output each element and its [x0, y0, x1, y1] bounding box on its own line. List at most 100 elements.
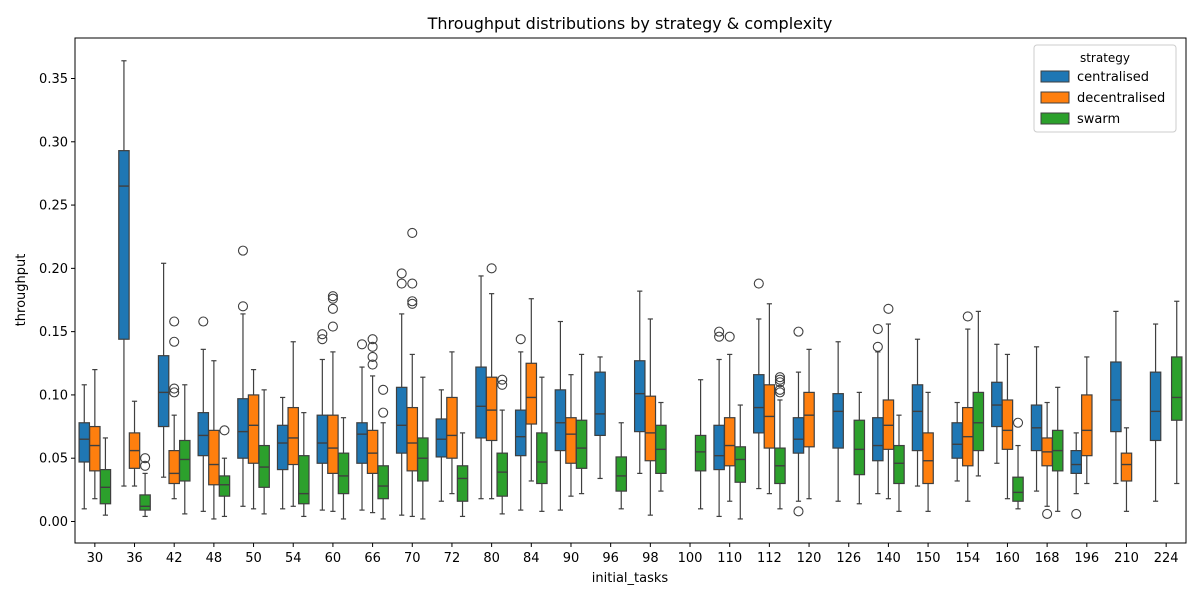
box-decentralised-112 [763, 303, 776, 495]
x-tick-label: 48 [206, 551, 223, 566]
iqr-box [208, 429, 220, 486]
box-swarm-168 [1051, 386, 1064, 512]
box-swarm-70 [417, 376, 429, 520]
box-centralised-36 [118, 60, 130, 487]
outlier-point [1012, 417, 1024, 428]
box-decentralised-196 [1081, 356, 1093, 485]
outlier-point [486, 263, 497, 274]
series-swarm [99, 300, 1183, 520]
box-swarm-224 [1170, 300, 1183, 485]
outlier-point [497, 379, 508, 390]
x-tick-label: 80 [483, 551, 500, 566]
iqr-box [922, 432, 934, 485]
y-axis-label: throughput [14, 254, 29, 327]
iqr-box [157, 355, 170, 428]
iqr-box [496, 452, 508, 497]
iqr-box [298, 455, 310, 505]
iqr-box [366, 429, 379, 474]
outlier-point [367, 341, 378, 352]
iqr-box [1070, 450, 1083, 474]
x-tick-label: 100 [678, 551, 703, 566]
iqr-box [832, 393, 844, 449]
outlier-point [753, 278, 764, 289]
iqr-box [377, 465, 389, 500]
outlier-point [1042, 508, 1053, 519]
iqr-box [417, 437, 429, 482]
iqr-box [316, 414, 329, 464]
x-tick-label: 84 [523, 551, 540, 566]
box-swarm-72 [456, 432, 469, 518]
box-swarm-42 [178, 384, 191, 515]
x-tick-label: 50 [245, 551, 262, 566]
outlier-point [327, 293, 338, 304]
outlier-point [793, 506, 804, 517]
x-tick-label: 196 [1074, 551, 1099, 566]
iqr-box [951, 422, 963, 459]
iqr-box [554, 389, 567, 452]
outlier-point [169, 387, 180, 398]
outlier-point [774, 384, 786, 395]
iqr-box [536, 432, 548, 485]
outlier-point [774, 372, 786, 383]
iqr-box [734, 446, 747, 483]
box-centralised-72 [435, 389, 448, 502]
outlier-point [367, 359, 378, 370]
outlier-point [407, 278, 418, 289]
iqr-box [178, 439, 191, 482]
box-decentralised-60 [327, 291, 339, 512]
iqr-box [1170, 356, 1183, 421]
box-swarm-126 [853, 391, 866, 505]
x-tick-label: 126 [836, 551, 861, 566]
y-tick-label: 0.30 [39, 135, 68, 150]
iqr-box [395, 386, 408, 454]
x-tick-label: 210 [1114, 551, 1139, 566]
outlier-point [356, 339, 368, 350]
y-tick-label: 0.20 [39, 262, 68, 277]
x-tick-label: 154 [955, 551, 980, 566]
box-decentralised-110 [723, 331, 736, 502]
box-decentralised-50 [247, 369, 260, 510]
iqr-box [615, 456, 628, 492]
box-decentralised-72 [446, 351, 458, 495]
x-tick-label: 224 [1154, 551, 1179, 566]
box-decentralised-154 [961, 311, 974, 502]
series-decentralised [89, 227, 1133, 520]
iqr-box [247, 394, 260, 464]
x-tick-label: 90 [563, 551, 580, 566]
y-tick-label: 0.35 [39, 72, 68, 87]
iqr-box [89, 425, 101, 472]
box-decentralised-168 [1041, 401, 1053, 519]
box-decentralised-160 [1001, 353, 1014, 500]
outlier-point [378, 384, 389, 395]
box-swarm-60 [337, 417, 350, 520]
outlier-point [219, 425, 230, 436]
box-centralised-84 [514, 334, 527, 511]
box-swarm-110 [734, 404, 747, 520]
box-centralised-168 [1030, 346, 1043, 492]
x-tick-label: 140 [876, 551, 901, 566]
outlier-point [774, 387, 786, 398]
outlier-point [237, 245, 249, 256]
iqr-box [694, 434, 707, 472]
iqr-box [1081, 394, 1093, 457]
outlier-point [169, 316, 180, 327]
outlier-point [317, 334, 328, 345]
outlier-point [169, 336, 180, 347]
outlier-point [872, 324, 883, 335]
chart-title: Throughput distributions by strategy & c… [427, 14, 833, 33]
iqr-box [287, 406, 300, 466]
box-centralised-112 [753, 278, 765, 490]
box-swarm-90 [575, 353, 588, 495]
box-decentralised-90 [565, 374, 577, 497]
iqr-box [723, 417, 736, 467]
iqr-box [803, 391, 815, 448]
legend: strategy centralised decentralised swarm [1033, 44, 1177, 133]
x-axis-ticks: 30 36 42 48 50 54 60 66 70 72 80 84 90 96 98 100 110 112 1… [87, 543, 1179, 566]
x-tick-label: 168 [1035, 551, 1060, 566]
outlier-point [327, 321, 338, 332]
iqr-box [872, 417, 884, 462]
iqr-box [753, 374, 765, 434]
x-axis-label: initial_tasks [592, 571, 669, 586]
iqr-box [853, 419, 866, 476]
